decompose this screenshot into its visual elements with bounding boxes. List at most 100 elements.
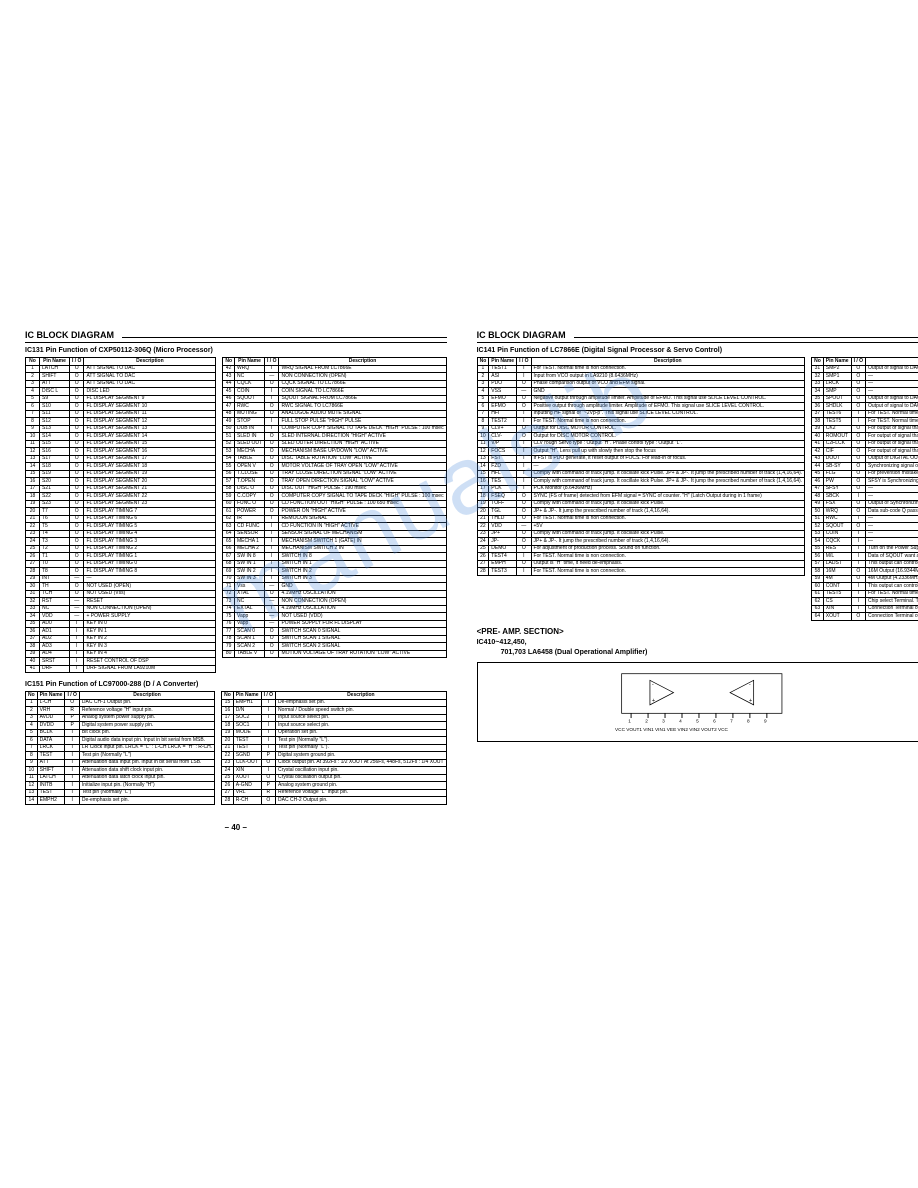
th-desc: Description: [276, 692, 447, 700]
cell: SRST: [40, 658, 70, 666]
cell: DVDD: [37, 722, 65, 730]
cell: 15: [222, 699, 234, 707]
th-pin: Pin Name: [233, 692, 261, 700]
cell: For output of signal that Comply with CD…: [866, 433, 918, 441]
cell: XTAL: [235, 590, 265, 598]
cell: Chip select Terminal. This terminal "L" …: [866, 598, 918, 606]
cell: For TEST. Normal time is non connection.: [866, 418, 918, 426]
cell: O: [70, 568, 84, 576]
cell: I: [261, 699, 275, 707]
table-row: 1LATCHOATT SIGNAL TO DAC: [26, 365, 216, 373]
cell: EXTAL: [235, 605, 265, 613]
table-row: 47SFSYO—: [812, 485, 918, 493]
cell: 40: [26, 658, 40, 666]
cell: 48: [223, 410, 235, 418]
table-row: 14EMPH2IDe-emphasis set pin.: [26, 797, 215, 805]
cell: NC: [235, 598, 265, 606]
cell: I: [65, 744, 79, 752]
cell: 42: [223, 365, 235, 373]
table-row: 35SPOUTOOutput of signal to DAC. Signal …: [812, 395, 918, 403]
ic141-title: IC141 Pin Function of LC7866E (Digital S…: [477, 347, 918, 354]
cell: T0: [40, 560, 70, 568]
page-spread: IC BLOCK DIAGRAM IC131 Pin Function of C…: [25, 330, 893, 832]
cell: S15: [40, 440, 70, 448]
cell: O: [70, 508, 84, 516]
table-row: 2VRHRReference voltage "H" input pin.: [26, 707, 215, 715]
cell: ATT SIGNAL TO DAC: [84, 380, 216, 388]
cell: For TEST. Normal time is non connection.: [531, 365, 805, 373]
cell: 76: [223, 620, 235, 628]
table-row: 15S19OFL DISPLAY SEGMENT 19: [26, 470, 216, 478]
cell: I: [517, 478, 531, 486]
table-row: 3PDOOPhase comparison output of VCO and …: [477, 380, 805, 388]
cell: DATA: [37, 737, 65, 745]
cell: O: [517, 500, 531, 508]
table-row: 24T3OFL DISPLAY TIMING 3: [26, 538, 216, 546]
cell: SWITCH IN 2: [279, 568, 446, 576]
cell: O: [851, 373, 865, 381]
cell: O: [70, 523, 84, 531]
svg-text:-: -: [651, 681, 653, 687]
cell: AD3: [40, 643, 70, 651]
table-row: 59C.COPYOCOMPUTER COPY SIGNAL TO TAPE DE…: [223, 493, 446, 501]
cell: 31: [812, 365, 824, 373]
table-row: 58DISC OODISC OUT "HIGH" PULSE : 190 mse…: [223, 485, 446, 493]
cell: Output of Synchronizing signal (7.35kHz)…: [866, 500, 918, 508]
header-rule: [574, 337, 918, 338]
table-row: 22SGNDPDigital system ground pin.: [222, 752, 446, 760]
cell: L-CH: [37, 699, 65, 707]
table-row: 73NC—NON CONNECTION (OPEN): [223, 598, 446, 606]
cell: POWER SUPPLY FOR FL DISPLAY: [279, 620, 446, 628]
table-row: 14FZDI—: [477, 463, 805, 471]
cell: MECHANISM SWITCH 2 IN: [279, 545, 446, 553]
cell: MECHA 2: [235, 545, 265, 553]
table-row: 45COINICOIN SIGNAL TO LC7866E: [223, 388, 446, 396]
table-row: 77SCAN 0OSWITCH SCAN 0 SIGNAL: [223, 628, 446, 636]
cell: SWITCH SCAN 2 SIGNAL: [279, 643, 446, 651]
cell: 39: [812, 425, 824, 433]
th-io: I / O: [261, 692, 275, 700]
table-row: 45FLGOFor prevention mistake of C1, C2 s…: [812, 470, 918, 478]
cell: TEST: [37, 789, 65, 797]
table-row: 13TESTITest pin (Normally "L"): [26, 789, 215, 797]
table-row: 53COINI—: [812, 530, 918, 538]
cell: Vapp: [235, 620, 265, 628]
cell: 27: [26, 560, 40, 568]
cell: O: [70, 590, 84, 598]
cell: Reference voltage "L" input pin.: [276, 789, 447, 797]
cell: O: [70, 433, 84, 441]
cell: TGL: [489, 508, 517, 516]
cell: SWITCH SCAN 1 SIGNAL: [279, 635, 446, 643]
cell: Comply with command of track jump. It os…: [531, 530, 805, 538]
table-row: 60CONTIThis output can control at Serial…: [812, 583, 918, 591]
cell: O: [70, 493, 84, 501]
cell: —: [517, 388, 531, 396]
cell: P: [65, 722, 79, 730]
table-row: 22VDD—+5V: [477, 523, 805, 531]
ic141-tables: No Pin Name I / O Description 1TEST1IFor…: [477, 357, 918, 621]
cell: TEST1: [489, 365, 517, 373]
cell: EMPH: [489, 560, 517, 568]
table-row: 3AVDDPAnalog system power supply pin.: [26, 714, 215, 722]
cell: FSX: [823, 500, 851, 508]
cell: STOP: [235, 418, 265, 426]
cell: TABLE V: [235, 650, 265, 658]
table-row: 26T1OFL DISPLAY TIMING 1: [26, 553, 216, 561]
table-row: 64XOUTOConnection Terminal of crystal os…: [812, 613, 918, 621]
table-row: 12FOCSIOutput "H". Lens pull up with slo…: [477, 448, 805, 456]
cell: Output for DISC MOTOR CONTROL.: [531, 433, 805, 441]
table-row: 10CLV-OOutput for DISC MOTOR CONTROL.: [477, 433, 805, 441]
cell: 12: [477, 448, 489, 456]
cell: TABLE: [235, 455, 265, 463]
table-row: 12S16OFL DISPLAY SEGMENT 16: [26, 448, 216, 456]
cell: SQOUT: [823, 523, 851, 531]
cell: T8: [40, 568, 70, 576]
cell: I: [70, 658, 84, 666]
cell: DISC L: [40, 388, 70, 396]
cell: —: [265, 613, 279, 621]
table-row: 4DISC LODISC LED: [26, 388, 216, 396]
table-row: 43NC—NON CONNECTION (OPEN): [223, 373, 446, 381]
cell: 49: [812, 500, 824, 508]
cell: I: [261, 722, 275, 730]
cell: I: [851, 598, 865, 606]
